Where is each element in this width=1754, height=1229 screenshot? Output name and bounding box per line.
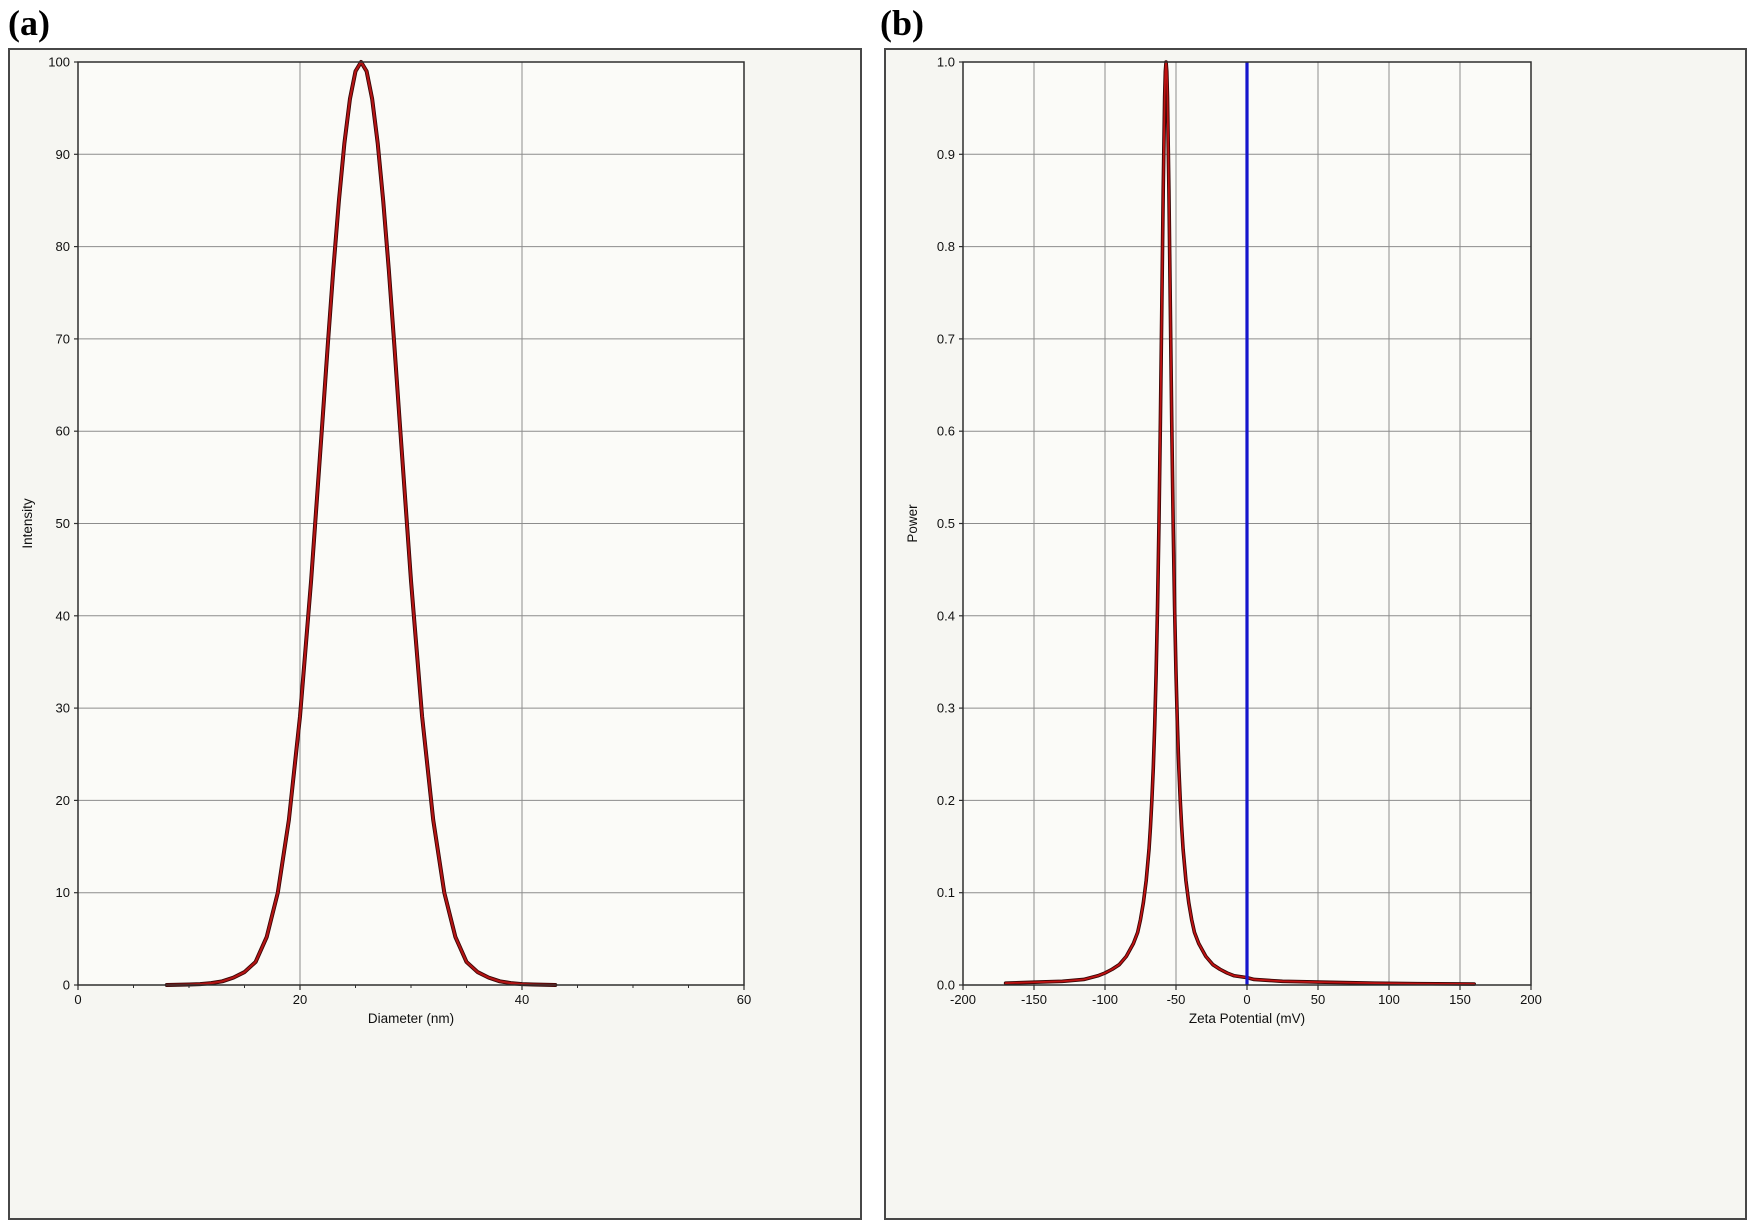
y-tick-label: 0.3 — [937, 701, 955, 716]
x-tick-label: 60 — [737, 992, 751, 1007]
y-tick-label: 10 — [56, 885, 70, 900]
y-tick-label: 0.2 — [937, 793, 955, 808]
x-tick-label: 0 — [1243, 992, 1250, 1007]
y-tick-label: 40 — [56, 608, 70, 623]
y-tick-label: 0.0 — [937, 978, 955, 993]
y-tick-label: 90 — [56, 147, 70, 162]
x-axis-label: Zeta Potential (mV) — [1189, 1011, 1305, 1026]
x-tick-label: 50 — [1311, 992, 1325, 1007]
y-tick-label: 20 — [56, 793, 70, 808]
y-tick-label: 1.0 — [937, 55, 955, 70]
panel-size-distribution: 0 20 40 60 0 10 20 30 40 50 60 70 80 90 100 Diameter (n… — [8, 48, 862, 1220]
y-tick-label: 0.9 — [937, 147, 955, 162]
y-tick-label: 60 — [56, 424, 70, 439]
y-tick-label: 30 — [56, 701, 70, 716]
zeta-potential-chart: -200 -150 -100 -50 0 50 100 150 200 0.0 0.1 0.2 0.3 0… — [905, 55, 1542, 1027]
y-tick-label: 80 — [56, 239, 70, 254]
y-axis-label: Power — [905, 504, 920, 543]
y-tick-label: 0.7 — [937, 331, 955, 346]
x-tick-label: 0 — [74, 992, 81, 1007]
y-tick-label: 100 — [48, 55, 70, 70]
y-tick-label: 0.4 — [937, 608, 955, 623]
x-tick-label: -50 — [1167, 992, 1186, 1007]
x-tick-label: 200 — [1520, 992, 1542, 1007]
x-tick-label: 40 — [515, 992, 529, 1007]
x-axis-label: Diameter (nm) — [368, 1011, 454, 1026]
panel-label-a: (a) — [8, 3, 50, 43]
y-tick-label: 0 — [63, 978, 70, 993]
x-tick-label: -150 — [1021, 992, 1047, 1007]
panel-zeta-potential: -200 -150 -100 -50 0 50 100 150 200 0.0 0.1 0.2 0.3 0… — [884, 48, 1747, 1220]
x-tick-label: 100 — [1378, 992, 1400, 1007]
y-axis-label: Intensity — [20, 498, 35, 549]
panel-label-b: (b) — [880, 3, 924, 43]
y-tick-label: 70 — [56, 331, 70, 346]
x-tick-label: 20 — [293, 992, 307, 1007]
y-tick-label: 50 — [56, 516, 70, 531]
size-distribution-chart: 0 20 40 60 0 10 20 30 40 50 60 70 80 90 100 Diameter (n… — [20, 55, 751, 1027]
y-tick-label: 0.5 — [937, 516, 955, 531]
y-tick-label: 0.8 — [937, 239, 955, 254]
zeta-potential-curve — [1004, 61, 1476, 985]
x-tick-label: -200 — [950, 992, 976, 1007]
x-tick-label: 150 — [1449, 992, 1471, 1007]
y-tick-label: 0.1 — [937, 885, 955, 900]
y-tick-label: 0.6 — [937, 424, 955, 439]
x-tick-label: -100 — [1092, 992, 1118, 1007]
